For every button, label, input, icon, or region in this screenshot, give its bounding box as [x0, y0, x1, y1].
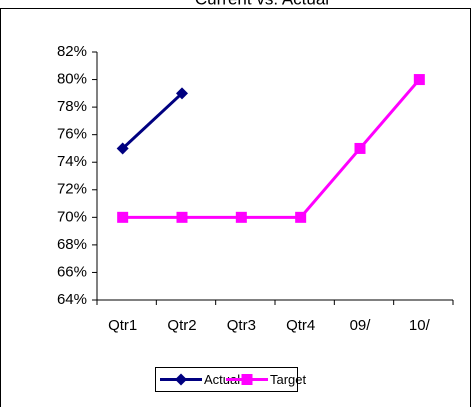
data-point [354, 142, 366, 154]
data-point [117, 211, 129, 223]
legend-marker [241, 374, 253, 385]
data-point [116, 142, 129, 155]
data-point [176, 87, 188, 100]
x-tick-label: 09/ [350, 317, 372, 334]
x-tick-label: Qtr1 [108, 317, 137, 334]
y-tick-label: 70% [57, 208, 87, 225]
y-tick-label: 82% [57, 43, 87, 60]
y-tick-label: 78% [57, 98, 87, 115]
data-point [176, 211, 188, 223]
series-line [122, 78, 421, 219]
legend-label: Actual [204, 372, 240, 387]
data-point [413, 74, 425, 86]
series-line [121, 92, 184, 150]
x-tick-label: 10/ [409, 317, 431, 334]
x-tick-label: Qtr3 [227, 317, 256, 334]
x-tick-label: Qtr4 [286, 317, 315, 334]
chart-frame [0, 8, 471, 407]
y-tick-label: 68% [57, 236, 87, 253]
y-tick-label: 76% [57, 126, 87, 143]
data-point [235, 211, 247, 223]
chart-title: Current vs. Actual [195, 0, 329, 8]
y-tick-label: 72% [57, 181, 87, 198]
x-tick-label: Qtr2 [167, 317, 196, 334]
y-tick-label: 64% [57, 291, 87, 308]
data-point [295, 211, 307, 223]
y-tick-label: 66% [57, 263, 87, 280]
y-tick-label: 80% [57, 71, 87, 88]
y-tick-label: 74% [57, 153, 87, 170]
legend-label: Target [270, 372, 307, 387]
legend-marker [175, 373, 187, 386]
